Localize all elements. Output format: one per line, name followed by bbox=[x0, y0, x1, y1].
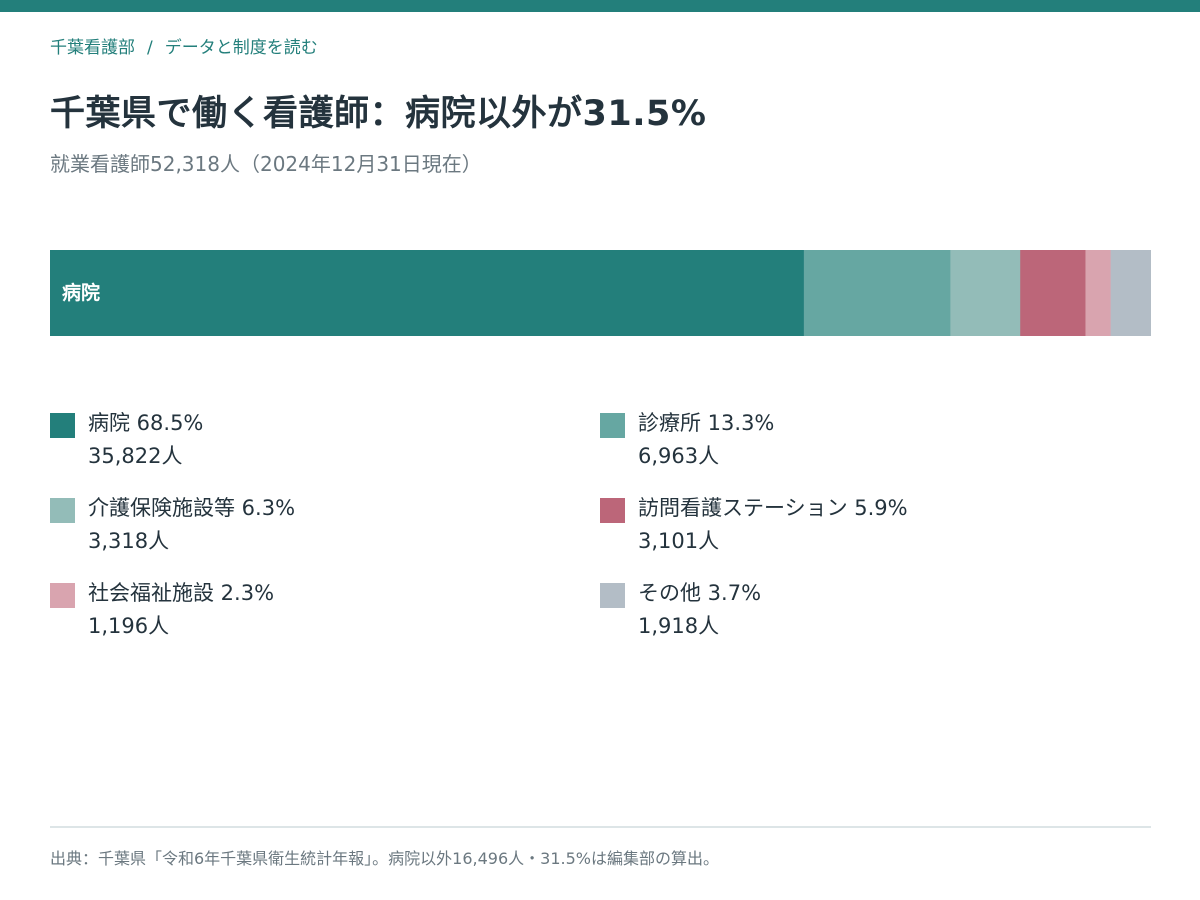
legend-count: 3,101人 bbox=[638, 529, 720, 553]
stacked-bar-svg: 病院 bbox=[50, 250, 1151, 336]
legend-category-name: 介護保険施設等 bbox=[88, 496, 235, 520]
legend-item: その他 3.7% 1,918人 bbox=[600, 575, 1120, 645]
legend-count: 1,196人 bbox=[88, 614, 170, 638]
bar-segment-0 bbox=[50, 250, 805, 336]
legend-label: 診療所 13.3% bbox=[638, 407, 774, 437]
page-subtitle: 就業看護師52,318人（2024年12月31日現在） bbox=[50, 152, 482, 176]
breadcrumb-current[interactable]: データと制度を読む bbox=[164, 38, 318, 58]
breadcrumb-home-link[interactable]: 千葉看護部 bbox=[50, 38, 135, 58]
legend-percent: 3.7% bbox=[701, 581, 762, 605]
legend-label: 病院 68.5% bbox=[88, 407, 203, 437]
legend-count: 3,318人 bbox=[88, 529, 170, 553]
legend-label: 社会福祉施設 2.3% bbox=[88, 577, 274, 607]
legend-label: その他 3.7% bbox=[638, 577, 761, 607]
legend-item: 訪問看護ステーション 5.9% 3,101人 bbox=[600, 490, 1120, 560]
top-accent-band bbox=[0, 0, 1200, 12]
breadcrumb-separator: / bbox=[147, 38, 153, 58]
legend-swatch bbox=[600, 413, 625, 438]
legend-category-name: その他 bbox=[638, 581, 701, 605]
stacked-bar-chart: 病院 bbox=[50, 250, 1151, 336]
legend-item: 病院 68.5% 35,822人 bbox=[50, 405, 570, 475]
legend-swatch bbox=[50, 413, 75, 438]
bar-segment-2 bbox=[950, 250, 1021, 336]
legend-category-name: 診療所 bbox=[638, 411, 701, 435]
legend-percent: 6.3% bbox=[235, 496, 296, 520]
breadcrumb: 千葉看護部 / データと制度を読む bbox=[50, 33, 318, 58]
legend-count: 35,822人 bbox=[88, 444, 183, 468]
legend-item: 社会福祉施設 2.3% 1,196人 bbox=[50, 575, 570, 645]
legend-swatch bbox=[50, 583, 75, 608]
legend-swatch bbox=[50, 498, 75, 523]
legend-label: 介護保険施設等 6.3% bbox=[88, 492, 295, 522]
legend-category-name: 訪問看護ステーション bbox=[638, 496, 848, 520]
bar-segment-4 bbox=[1085, 250, 1112, 336]
bar-segment-5 bbox=[1110, 250, 1151, 336]
legend-category-name: 病院 bbox=[88, 411, 130, 435]
legend-swatch bbox=[600, 498, 625, 523]
legend-percent: 68.5% bbox=[130, 411, 204, 435]
legend-percent: 5.9% bbox=[847, 496, 908, 520]
footer-divider bbox=[50, 826, 1151, 828]
page-title: 千葉県で働く看護師：病院以外が31.5% bbox=[50, 94, 707, 134]
legend-count: 6,963人 bbox=[638, 444, 720, 468]
bar-inline-label: 病院 bbox=[62, 281, 100, 304]
legend-item: 診療所 13.3% 6,963人 bbox=[600, 405, 1120, 475]
legend-item: 介護保険施設等 6.3% 3,318人 bbox=[50, 490, 570, 560]
legend-label: 訪問看護ステーション 5.9% bbox=[638, 492, 908, 522]
legend-percent: 13.3% bbox=[701, 411, 775, 435]
bar-segment-3 bbox=[1020, 250, 1086, 336]
legend-percent: 2.3% bbox=[214, 581, 275, 605]
legend-swatch bbox=[600, 583, 625, 608]
legend-count: 1,918人 bbox=[638, 614, 720, 638]
source-footnote: 出典：千葉県「令和6年千葉県衛生統計年報」。病院以外16,496人・31.5%は… bbox=[50, 849, 719, 868]
legend-category-name: 社会福祉施設 bbox=[88, 581, 214, 605]
bar-segment-1 bbox=[803, 250, 951, 336]
